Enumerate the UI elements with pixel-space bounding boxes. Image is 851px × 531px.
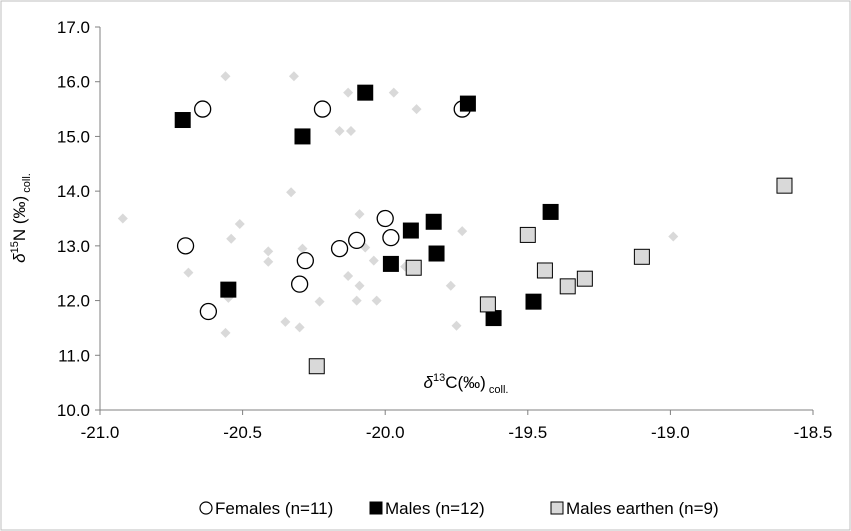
y-tick-label: 13.0: [57, 237, 90, 256]
series-3: [308, 177, 793, 375]
axis-labels: δ13C(‰) coll. δ15N (‰) coll.: [9, 173, 508, 396]
y-tick-label: 12.0: [57, 292, 90, 311]
data-point: [559, 278, 576, 295]
x-tick-label: -20.5: [223, 423, 262, 442]
x-axis-label: δ13C(‰) coll.: [424, 372, 509, 396]
background-point: [411, 104, 422, 115]
legend-label: Males earthen (n=9): [566, 499, 719, 518]
data-point: [313, 100, 332, 118]
y-axis-label: δ15N (‰) coll.: [9, 173, 33, 263]
data-point: [519, 226, 536, 243]
background-point: [451, 320, 462, 331]
background-point: [354, 280, 365, 291]
background-point: [351, 295, 362, 306]
legend: Females (n=11) Males (n=12) Males earthen …: [199, 499, 719, 518]
data-point: [220, 281, 237, 298]
background-point: [263, 256, 274, 267]
data-point: [290, 275, 309, 293]
y-tick-label: 14.0: [57, 182, 90, 201]
background-point: [234, 218, 245, 229]
data-point: [536, 262, 553, 279]
data-point: [525, 293, 542, 310]
background-point: [226, 233, 237, 244]
background-point: [388, 87, 399, 98]
background-point: [354, 209, 365, 220]
data-point: [633, 248, 650, 265]
legend-label: Males (n=12): [385, 499, 485, 518]
data-point: [425, 213, 442, 230]
y-tick-label: 10.0: [57, 401, 90, 420]
legend-marker: [550, 501, 564, 515]
data-point: [485, 310, 502, 327]
data-point: [296, 251, 314, 270]
background-point: [345, 125, 356, 136]
data-point: [174, 112, 191, 129]
data-point: [776, 177, 793, 194]
series-2: [174, 84, 559, 327]
background-point: [334, 125, 345, 136]
background-point: [294, 322, 305, 333]
data-point: [402, 222, 419, 239]
background-point: [280, 316, 291, 327]
data-point: [376, 209, 394, 228]
y-tick-label: 16.0: [57, 73, 90, 92]
background-point: [220, 327, 231, 338]
x-tick-label: -19.0: [651, 423, 690, 442]
legend-label: Females (n=11): [215, 499, 333, 518]
series-1: [176, 100, 471, 321]
background-point: [343, 270, 354, 281]
background-point: [263, 246, 274, 257]
x-tick-label: -18.5: [794, 423, 833, 442]
y-tick-label: 17.0: [57, 18, 90, 37]
legend-marker: [369, 501, 383, 515]
x-tick-label: -19.5: [508, 423, 547, 442]
background-point: [220, 71, 231, 82]
legend-marker: [199, 501, 213, 515]
background-point: [343, 87, 354, 98]
background-point: [288, 71, 299, 82]
x-tick-label: -20.0: [366, 423, 405, 442]
x-tick-label: -21.0: [81, 423, 120, 442]
data-point: [348, 231, 366, 250]
data-point: [459, 95, 476, 112]
data-point: [382, 228, 400, 247]
background-point: [314, 296, 325, 307]
data-point: [199, 302, 218, 321]
y-tick-label: 15.0: [57, 127, 90, 146]
data-point: [308, 358, 325, 375]
background-point: [668, 231, 679, 242]
data-point: [176, 237, 195, 255]
data-point: [542, 203, 559, 220]
data-point: [382, 255, 399, 272]
data-point: [428, 245, 445, 262]
background-point: [445, 280, 456, 291]
data-point: [330, 239, 349, 258]
axes: 10.0 11.0 12.0 13.0 14.0 15.0 16.0 17.0 -21.0 -20…: [57, 18, 832, 442]
background-point: [286, 187, 297, 198]
data-point: [357, 84, 374, 101]
data-point: [576, 270, 593, 287]
background-point: [117, 213, 128, 224]
background-point: [371, 295, 382, 306]
data-series: [174, 84, 793, 375]
data-point: [294, 128, 311, 145]
background-point: [368, 255, 379, 266]
y-tick-label: 11.0: [58, 346, 90, 365]
data-point: [479, 296, 496, 313]
background-point: [183, 267, 194, 278]
background-point: [457, 226, 468, 237]
data-point: [405, 259, 422, 276]
data-point: [194, 100, 212, 118]
background-point: [297, 243, 308, 254]
